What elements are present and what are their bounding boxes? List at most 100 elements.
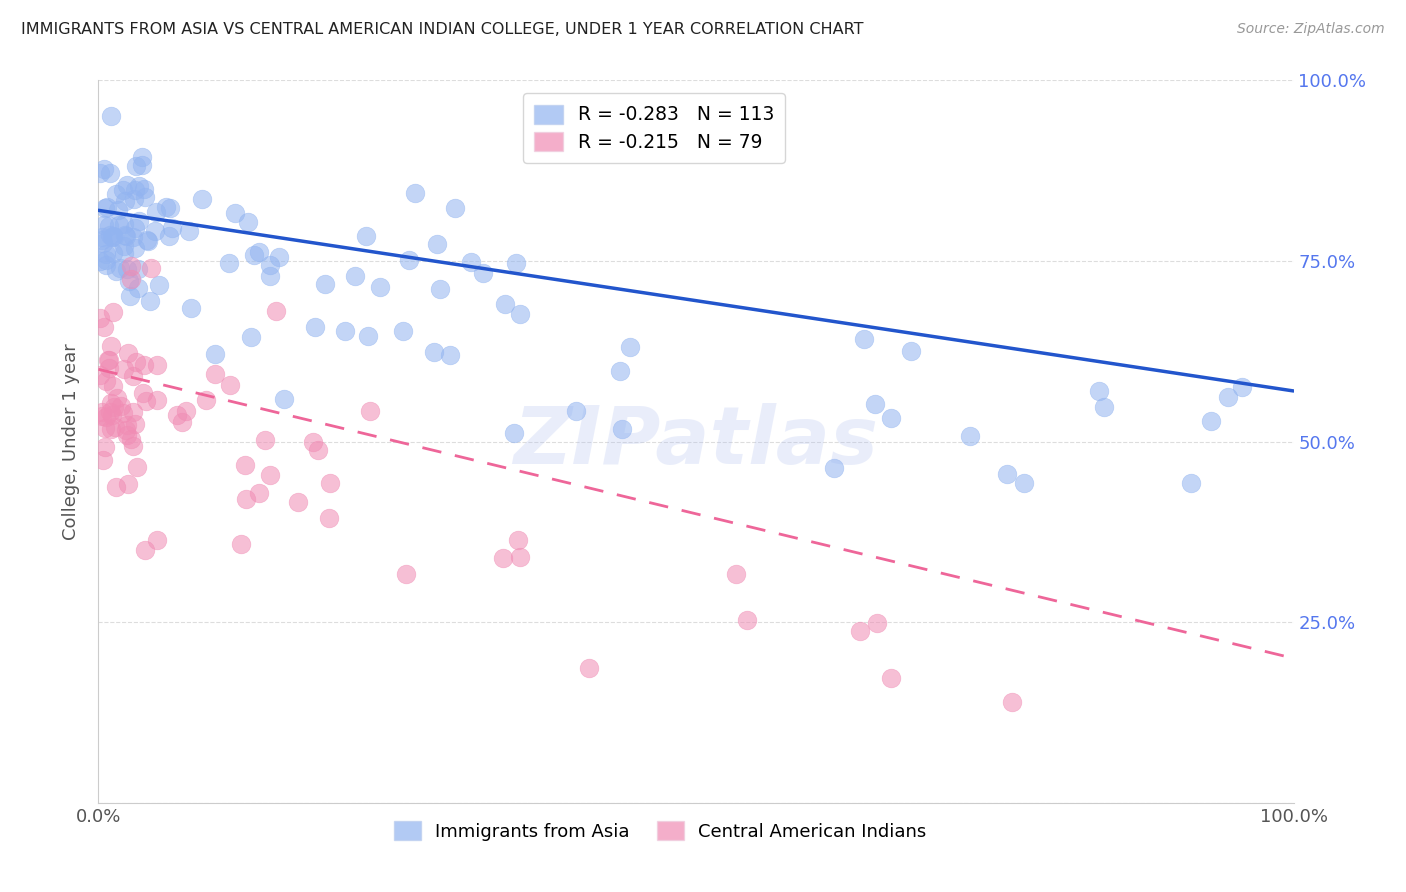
- Point: [93, 421, 115, 435]
- Point: [94, 252, 117, 267]
- Point: [866, 616, 889, 631]
- Text: ZIPatlas: ZIPatlas: [513, 402, 879, 481]
- Point: [93, 161, 115, 176]
- Point: [134, 543, 156, 558]
- Point: [395, 567, 418, 582]
- Point: [429, 282, 451, 296]
- Point: [143, 224, 166, 238]
- Point: [880, 671, 903, 685]
- Point: [105, 480, 128, 494]
- Point: [239, 330, 262, 344]
- Point: [122, 192, 145, 206]
- Point: [344, 268, 367, 283]
- Point: [503, 425, 526, 440]
- Point: [460, 255, 482, 269]
- Point: [307, 442, 329, 457]
- Point: [1180, 475, 1202, 490]
- Point: [114, 228, 136, 243]
- Point: [204, 347, 226, 361]
- Point: [439, 347, 461, 361]
- Point: [565, 404, 588, 418]
- Point: [880, 411, 903, 425]
- Point: [170, 415, 193, 429]
- Point: [93, 218, 115, 232]
- Point: [236, 215, 259, 229]
- Point: [578, 660, 600, 674]
- Point: [359, 403, 381, 417]
- Point: [98, 405, 121, 419]
- Y-axis label: College, Under 1 year: College, Under 1 year: [62, 343, 80, 540]
- Point: [287, 494, 309, 508]
- Point: [1087, 384, 1109, 399]
- Point: [91, 453, 114, 467]
- Point: [146, 393, 169, 408]
- Point: [124, 220, 146, 235]
- Point: [98, 228, 121, 243]
- Point: [101, 305, 124, 319]
- Point: [959, 428, 981, 442]
- Point: [97, 352, 120, 367]
- Point: [91, 405, 114, 419]
- Point: [302, 435, 325, 450]
- Point: [735, 613, 758, 627]
- Point: [96, 200, 118, 214]
- Point: [117, 345, 139, 359]
- Point: [100, 339, 122, 353]
- Point: [132, 182, 155, 196]
- Point: [136, 233, 159, 247]
- Point: [124, 183, 146, 197]
- Point: [96, 258, 118, 272]
- Point: [146, 358, 169, 372]
- Point: [96, 246, 118, 260]
- Point: [127, 281, 149, 295]
- Point: [104, 187, 127, 202]
- Point: [492, 551, 515, 566]
- Point: [124, 242, 146, 256]
- Point: [114, 218, 136, 232]
- Point: [110, 399, 132, 413]
- Point: [273, 392, 295, 406]
- Point: [89, 166, 111, 180]
- Point: [254, 434, 277, 448]
- Point: [224, 205, 246, 219]
- Point: [368, 280, 391, 294]
- Legend: Immigrants from Asia, Central American Indians: Immigrants from Asia, Central American I…: [387, 814, 934, 848]
- Point: [89, 254, 111, 268]
- Point: [120, 260, 142, 274]
- Point: [824, 461, 846, 475]
- Point: [105, 391, 128, 405]
- Point: [134, 359, 156, 373]
- Point: [148, 277, 170, 292]
- Point: [247, 244, 270, 259]
- Point: [357, 329, 380, 343]
- Point: [134, 190, 156, 204]
- Point: [128, 213, 150, 227]
- Point: [391, 324, 413, 338]
- Point: [135, 394, 157, 409]
- Point: [243, 248, 266, 262]
- Point: [443, 201, 465, 215]
- Point: [1001, 695, 1024, 709]
- Point: [121, 405, 143, 419]
- Point: [125, 459, 148, 474]
- Point: [333, 325, 356, 339]
- Point: [117, 418, 139, 433]
- Point: [619, 340, 641, 354]
- Point: [218, 256, 240, 270]
- Point: [1216, 390, 1239, 404]
- Point: [112, 239, 135, 253]
- Point: [191, 192, 214, 206]
- Point: [118, 289, 141, 303]
- Point: [112, 245, 135, 260]
- Point: [247, 486, 270, 500]
- Point: [398, 252, 420, 267]
- Point: [174, 403, 197, 417]
- Point: [145, 205, 167, 219]
- Point: [219, 378, 242, 392]
- Point: [141, 261, 163, 276]
- Point: [494, 297, 516, 311]
- Point: [93, 320, 115, 334]
- Point: [98, 166, 121, 180]
- Point: [124, 417, 146, 431]
- Point: [314, 277, 336, 291]
